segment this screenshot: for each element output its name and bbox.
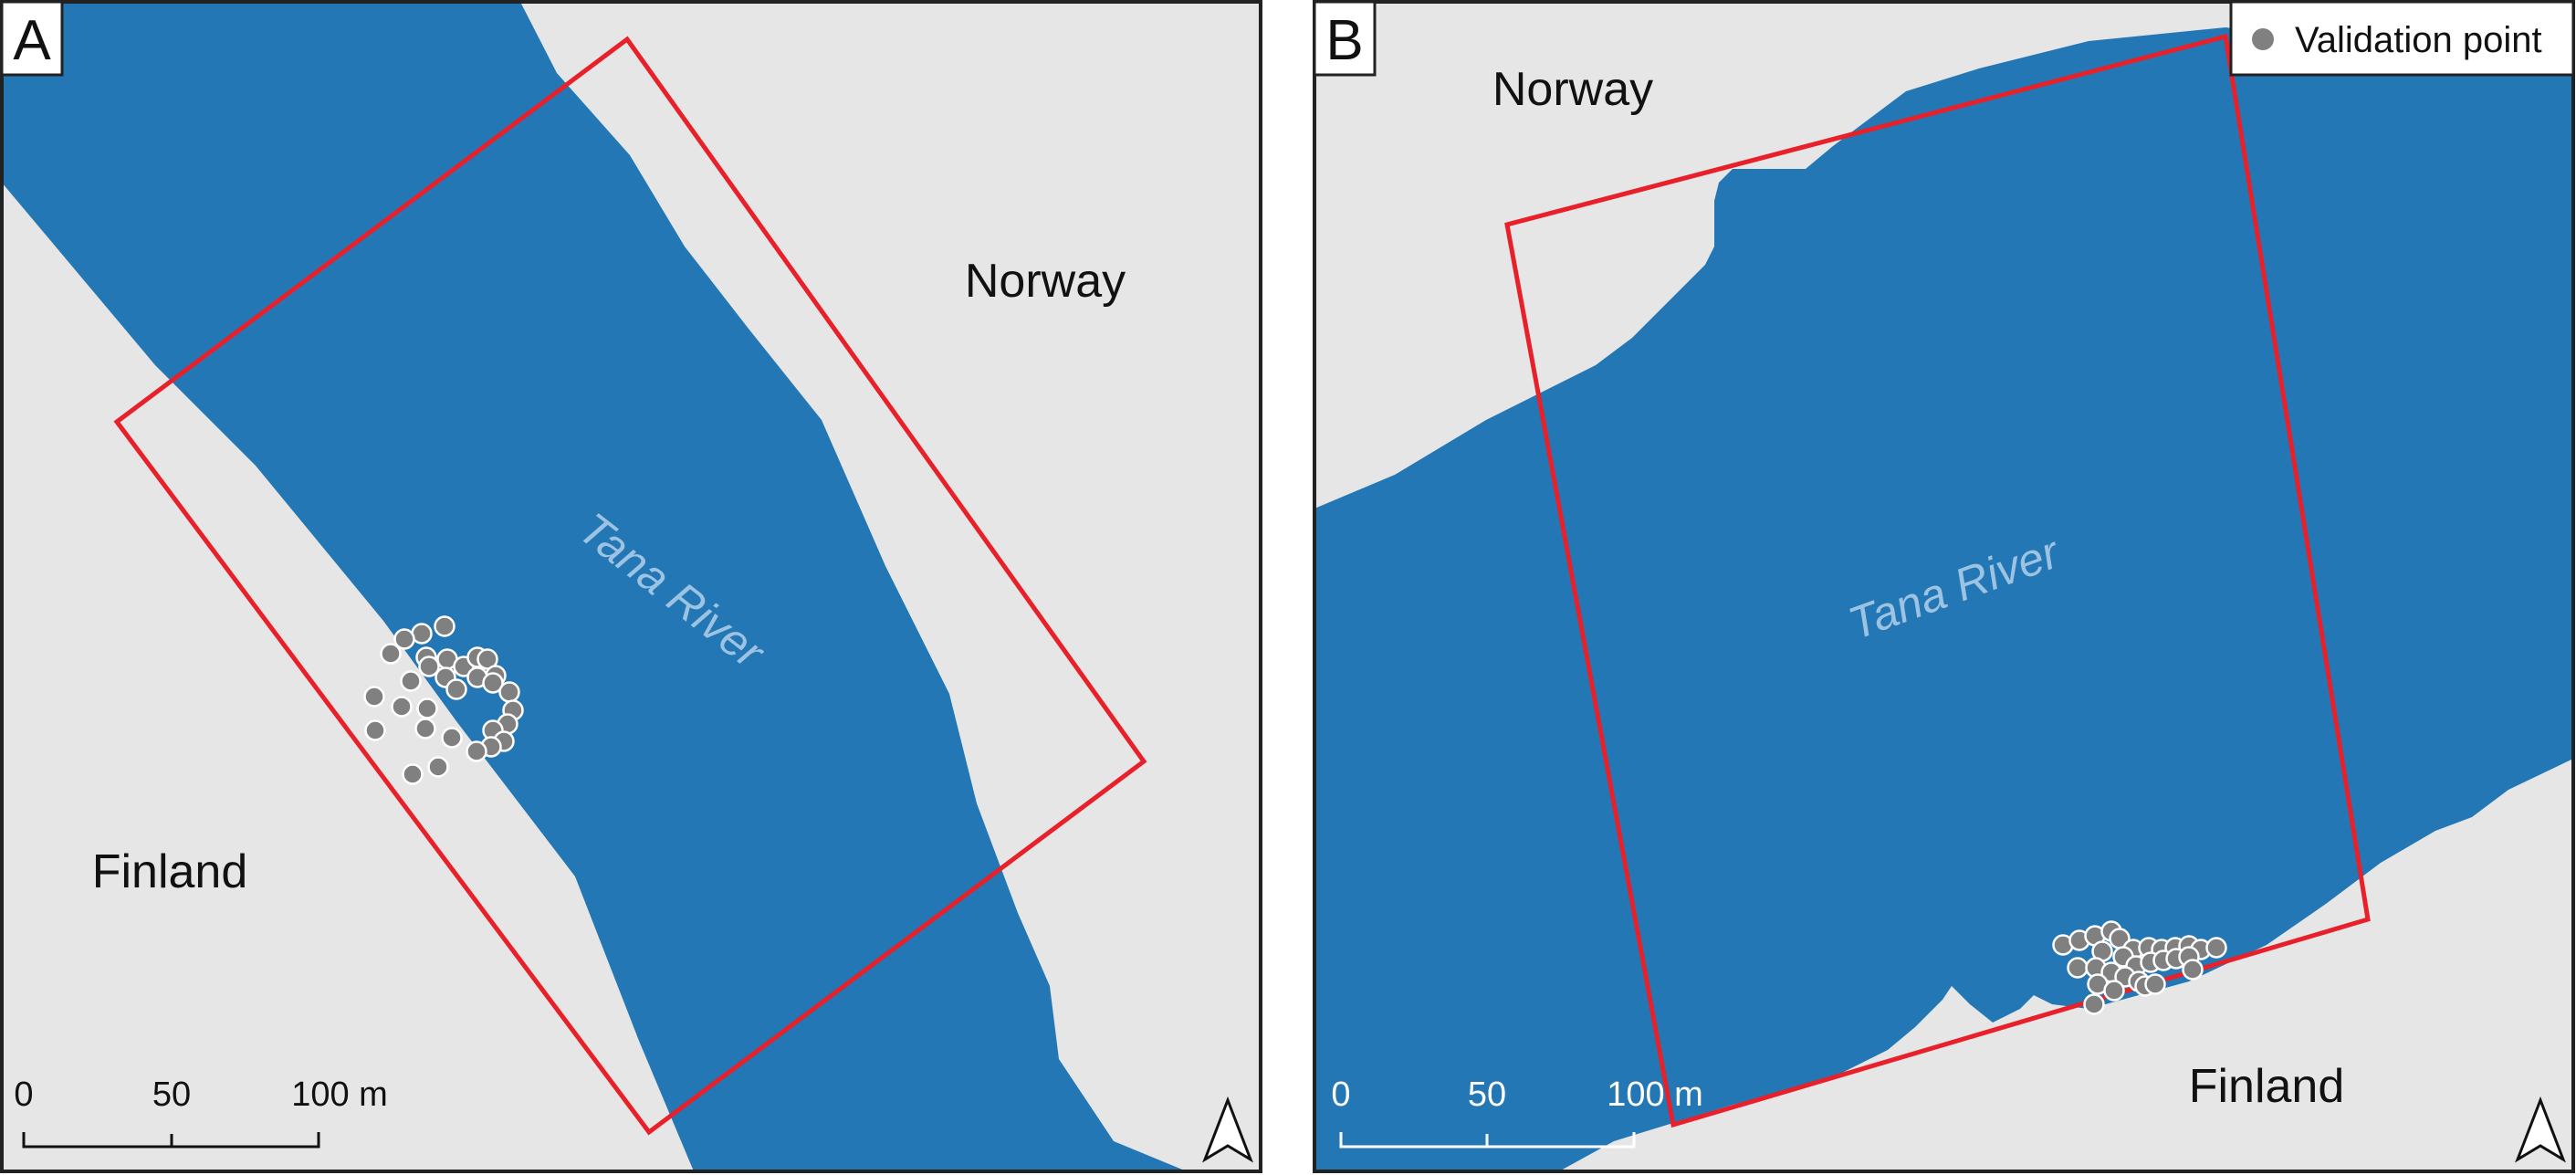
validation-point <box>364 719 386 741</box>
validation-point <box>427 756 449 778</box>
validation-point <box>434 615 456 637</box>
map-frame <box>1313 0 2575 1173</box>
scale-bar: 0 50 100 m <box>14 1075 388 1149</box>
scale-tick-50: 50 <box>1468 1075 1506 1114</box>
north-arrow-icon <box>2515 1096 2566 1163</box>
validation-point <box>2182 959 2204 981</box>
scale-tick-100: 100 m <box>291 1075 388 1114</box>
scale-tick-100: 100 m <box>1607 1075 1703 1114</box>
legend-point-symbol <box>2252 28 2274 50</box>
scale-tick-50: 50 <box>152 1075 191 1114</box>
country-label-norway: Norway <box>1492 63 1653 116</box>
panel-b: B Norway Finland Tana River Validation p… <box>1313 0 2576 1175</box>
legend-box <box>2229 0 2575 77</box>
scale-tick-0: 0 <box>14 1075 33 1114</box>
panel-label: B <box>1325 9 1363 72</box>
north-arrow-icon <box>1202 1096 1253 1163</box>
validation-point <box>400 670 422 692</box>
legend: Validation point <box>2229 0 2575 77</box>
study-area-boundary <box>1504 33 2371 1128</box>
validation-point <box>2103 980 2125 1002</box>
study-area-boundary <box>113 36 1147 1136</box>
legend-label: Validation point <box>2295 20 2542 60</box>
map-a: A Norway Finland Tana River 0 50 100 m <box>0 0 1262 1173</box>
validation-points <box>363 615 524 785</box>
country-label-norway: Norway <box>965 255 1126 308</box>
panel-label: A <box>13 9 51 72</box>
validation-point <box>2067 957 2089 979</box>
scale-bar: 0 50 100 m <box>1331 1075 1703 1149</box>
validation-point <box>380 643 402 665</box>
validation-point <box>498 681 520 703</box>
panel-a: A Norway Finland Tana River 0 50 100 m <box>0 0 1263 1175</box>
country-label-finland: Finland <box>92 845 248 898</box>
validation-point <box>2144 973 2166 995</box>
country-label-finland: Finland <box>2189 1060 2345 1113</box>
validation-point <box>441 727 463 749</box>
validation-point <box>416 698 438 719</box>
validation-point <box>414 718 436 740</box>
map-frame <box>0 0 1262 1173</box>
panel-label-box <box>0 0 64 77</box>
validation-point <box>418 656 440 677</box>
validation-points <box>2052 920 2227 1015</box>
validation-point <box>466 740 487 762</box>
validation-point <box>2205 937 2227 959</box>
validation-point <box>445 678 467 700</box>
validation-point <box>2083 993 2105 1015</box>
validation-point <box>393 628 415 650</box>
map-b: B Norway Finland Tana River Validation p… <box>1313 0 2575 1173</box>
river-water <box>2 2 1187 1171</box>
validation-point <box>482 672 504 694</box>
scale-tick-0: 0 <box>1331 1075 1350 1114</box>
validation-point <box>402 763 424 785</box>
validation-point <box>391 696 413 718</box>
validation-point <box>363 686 385 708</box>
panel-label-box <box>1313 0 1377 77</box>
